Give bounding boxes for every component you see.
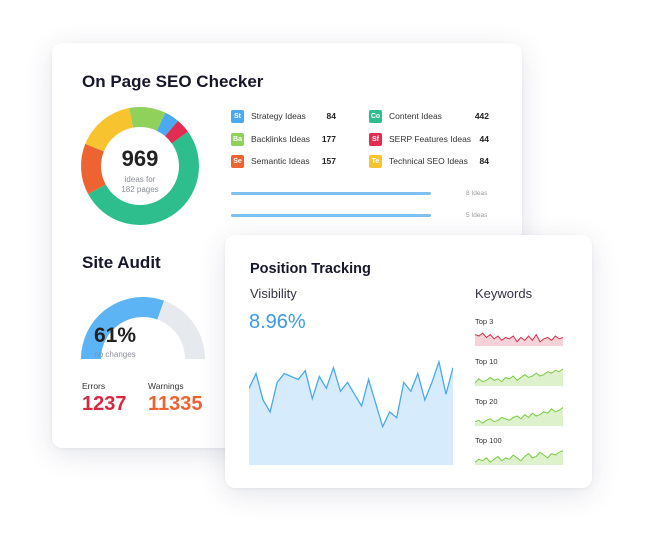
- keywords-top10-chart: [475, 368, 563, 386]
- position-tracking-title: Position Tracking: [250, 261, 371, 277]
- idea-row-strategy[interactable]: St Strategy Ideas: [231, 109, 306, 123]
- site-health-percent: 61%: [93, 324, 137, 347]
- visibility-value: 8.96%: [249, 311, 306, 333]
- ideas-progress-bar: [231, 192, 431, 195]
- warnings-label: Warnings: [148, 381, 184, 391]
- keyword-area: [475, 450, 563, 465]
- technical-seo-badge-icon: Te: [369, 154, 382, 168]
- strategy-badge-icon: St: [231, 109, 244, 123]
- donut-center: 969 ideas for 182 pages: [82, 146, 198, 195]
- idea-row-serp-features[interactable]: Sf SERP Features Ideas: [369, 132, 471, 146]
- idea-row-semantic[interactable]: Se Semantic Ideas: [231, 154, 310, 168]
- idea-label: Semantic Ideas: [251, 156, 310, 166]
- warnings-value[interactable]: 11335: [148, 393, 203, 415]
- visibility-label: Visibility: [250, 286, 297, 301]
- keyword-area: [475, 333, 563, 346]
- idea-row-backlinks[interactable]: Ba Backlinks Ideas: [231, 132, 310, 146]
- position-tracking-card: Position Tracking Visibility 8.96% Keywo…: [225, 235, 592, 488]
- gauge-fill: [81, 297, 164, 360]
- donut-segment: [88, 131, 199, 225]
- visibility-line: [249, 359, 453, 429]
- idea-count: 177: [321, 134, 336, 144]
- keywords-top10-label: Top 10: [475, 357, 498, 366]
- ideas-sub-line2: 182 pages: [121, 185, 159, 194]
- ideas-total: 969: [121, 146, 159, 171]
- idea-count: 84: [479, 156, 489, 166]
- keyword-line: [475, 332, 563, 343]
- serp-features-badge-icon: Sf: [369, 132, 382, 146]
- ideas-donut-chart: [81, 107, 199, 225]
- ideas-bar-label: 8 Ideas: [466, 190, 488, 197]
- keyword-line: [475, 450, 563, 463]
- idea-count: 442: [474, 111, 489, 121]
- keyword-line: [475, 407, 563, 424]
- idea-label: Content Ideas: [389, 111, 442, 121]
- visibility-area: [249, 361, 453, 465]
- keyword-line: [475, 368, 563, 384]
- idea-count: 84: [326, 111, 336, 121]
- keyword-area: [475, 407, 563, 426]
- idea-count: 157: [321, 156, 336, 166]
- backlinks-badge-icon: Ba: [231, 132, 244, 146]
- idea-count: 44: [479, 134, 489, 144]
- ideas-progress-bar: [231, 214, 431, 217]
- keywords-top100-chart: [475, 450, 563, 465]
- idea-label: Backlinks Ideas: [251, 134, 311, 144]
- donut-segment: [129, 107, 166, 132]
- idea-row-content[interactable]: Co Content Ideas: [369, 109, 442, 123]
- errors-label: Errors: [82, 381, 106, 391]
- donut-segment: [164, 120, 188, 144]
- site-audit-title: Site Audit: [82, 253, 161, 272]
- donut-segment: [85, 107, 134, 152]
- keywords-top100-label: Top 100: [475, 436, 502, 445]
- seo-checker-title: On Page SEO Checker: [82, 72, 264, 91]
- keywords-top20-label: Top 20: [475, 397, 498, 406]
- idea-label: Technical SEO Ideas: [389, 156, 468, 166]
- errors-value[interactable]: 1237: [82, 393, 127, 415]
- visibility-area-chart: [249, 359, 453, 465]
- ideas-sub-line1: ideas for: [124, 175, 156, 184]
- donut-segment: [156, 112, 178, 137]
- keywords-top3-chart: [475, 332, 563, 346]
- donut-segment: [81, 143, 106, 195]
- idea-label: Strategy Ideas: [251, 111, 306, 121]
- keyword-area: [475, 368, 563, 386]
- content-badge-icon: Co: [369, 109, 382, 123]
- gauge-center: 61% no changes: [55, 324, 175, 359]
- keywords-top3-label: Top 3: [475, 317, 494, 326]
- idea-row-technical-seo[interactable]: Te Technical SEO Ideas: [369, 154, 468, 168]
- site-health-sub: no changes: [94, 350, 136, 359]
- semantic-badge-icon: Se: [231, 154, 244, 168]
- ideas-bar-label: 5 Ideas: [466, 212, 488, 219]
- keywords-top20-chart: [475, 407, 563, 426]
- site-health-gauge: [81, 297, 205, 360]
- keywords-label: Keywords: [475, 286, 533, 301]
- idea-label: SERP Features Ideas: [389, 134, 472, 144]
